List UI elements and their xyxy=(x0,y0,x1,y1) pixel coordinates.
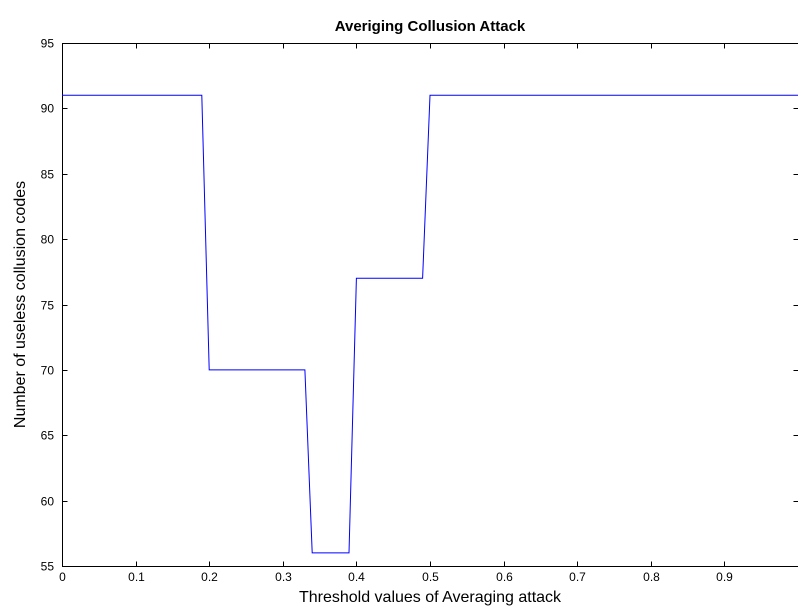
plot-area xyxy=(62,43,798,567)
x-tick-label: 0.3 xyxy=(275,570,292,584)
y-tick-label: 95 xyxy=(41,37,55,51)
y-tick-label: 55 xyxy=(41,560,55,574)
y-tick-label: 70 xyxy=(41,364,55,378)
x-tick-label: 0.1 xyxy=(128,570,145,584)
y-axis-label: Number of useless collusion codes xyxy=(12,181,29,428)
y-tick-label: 60 xyxy=(41,495,55,509)
x-tick-label: 0.7 xyxy=(569,570,586,584)
x-axis-label: Threshold values of Averaging attack xyxy=(299,589,562,606)
x-tick-label: 0.4 xyxy=(348,570,365,584)
data-series-line xyxy=(62,94,798,554)
chart-title: Averiging Collusion Attack xyxy=(335,18,526,35)
x-tick-labels: 0 0.1 0.2 0.3 0.4 0.5 0.6 0.7 0.8 0.9 xyxy=(59,570,733,584)
y-tick-labels: 55 60 65 70 75 80 85 90 95 xyxy=(41,37,55,574)
axis-ticks xyxy=(62,43,798,567)
y-tick-label: 90 xyxy=(41,102,55,116)
x-tick-label: 0.2 xyxy=(201,570,218,584)
y-tick-label: 80 xyxy=(41,233,55,247)
y-tick-label: 85 xyxy=(41,168,55,182)
x-tick-label: 0.5 xyxy=(422,570,439,584)
x-tick-label: 0.6 xyxy=(496,570,513,584)
y-tick-label: 65 xyxy=(41,429,55,443)
x-tick-label: 0.9 xyxy=(716,570,733,584)
x-tick-label: 0.8 xyxy=(643,570,660,584)
x-tick-label: 0 xyxy=(59,570,66,584)
y-tick-label: 75 xyxy=(41,299,55,313)
